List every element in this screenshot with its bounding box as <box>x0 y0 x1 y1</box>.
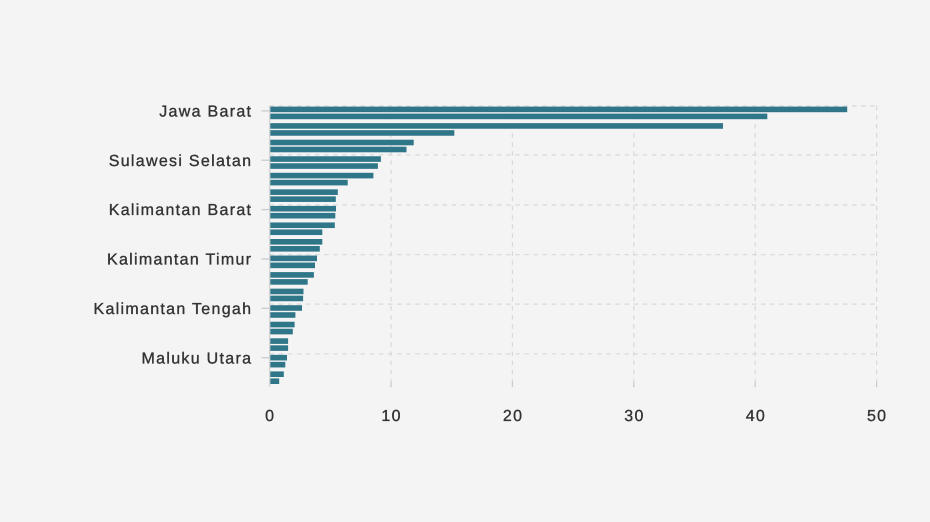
svg-text:10: 10 <box>381 408 401 425</box>
svg-text:Jawa Barat: Jawa Barat <box>159 104 252 121</box>
svg-text:Maluku Utara: Maluku Utara <box>142 350 253 367</box>
svg-text:50: 50 <box>867 408 887 425</box>
svg-text:40: 40 <box>746 408 766 425</box>
svg-text:20: 20 <box>503 408 523 425</box>
svg-text:Sulawesi Selatan: Sulawesi Selatan <box>109 153 253 170</box>
svg-text:Kalimantan Tengah: Kalimantan Tengah <box>94 301 253 318</box>
svg-text:30: 30 <box>624 408 644 425</box>
svg-text:Kalimantan Barat: Kalimantan Barat <box>109 202 253 219</box>
svg-text:Kalimantan Timur: Kalimantan Timur <box>107 252 252 269</box>
svg-text:0: 0 <box>265 408 275 425</box>
